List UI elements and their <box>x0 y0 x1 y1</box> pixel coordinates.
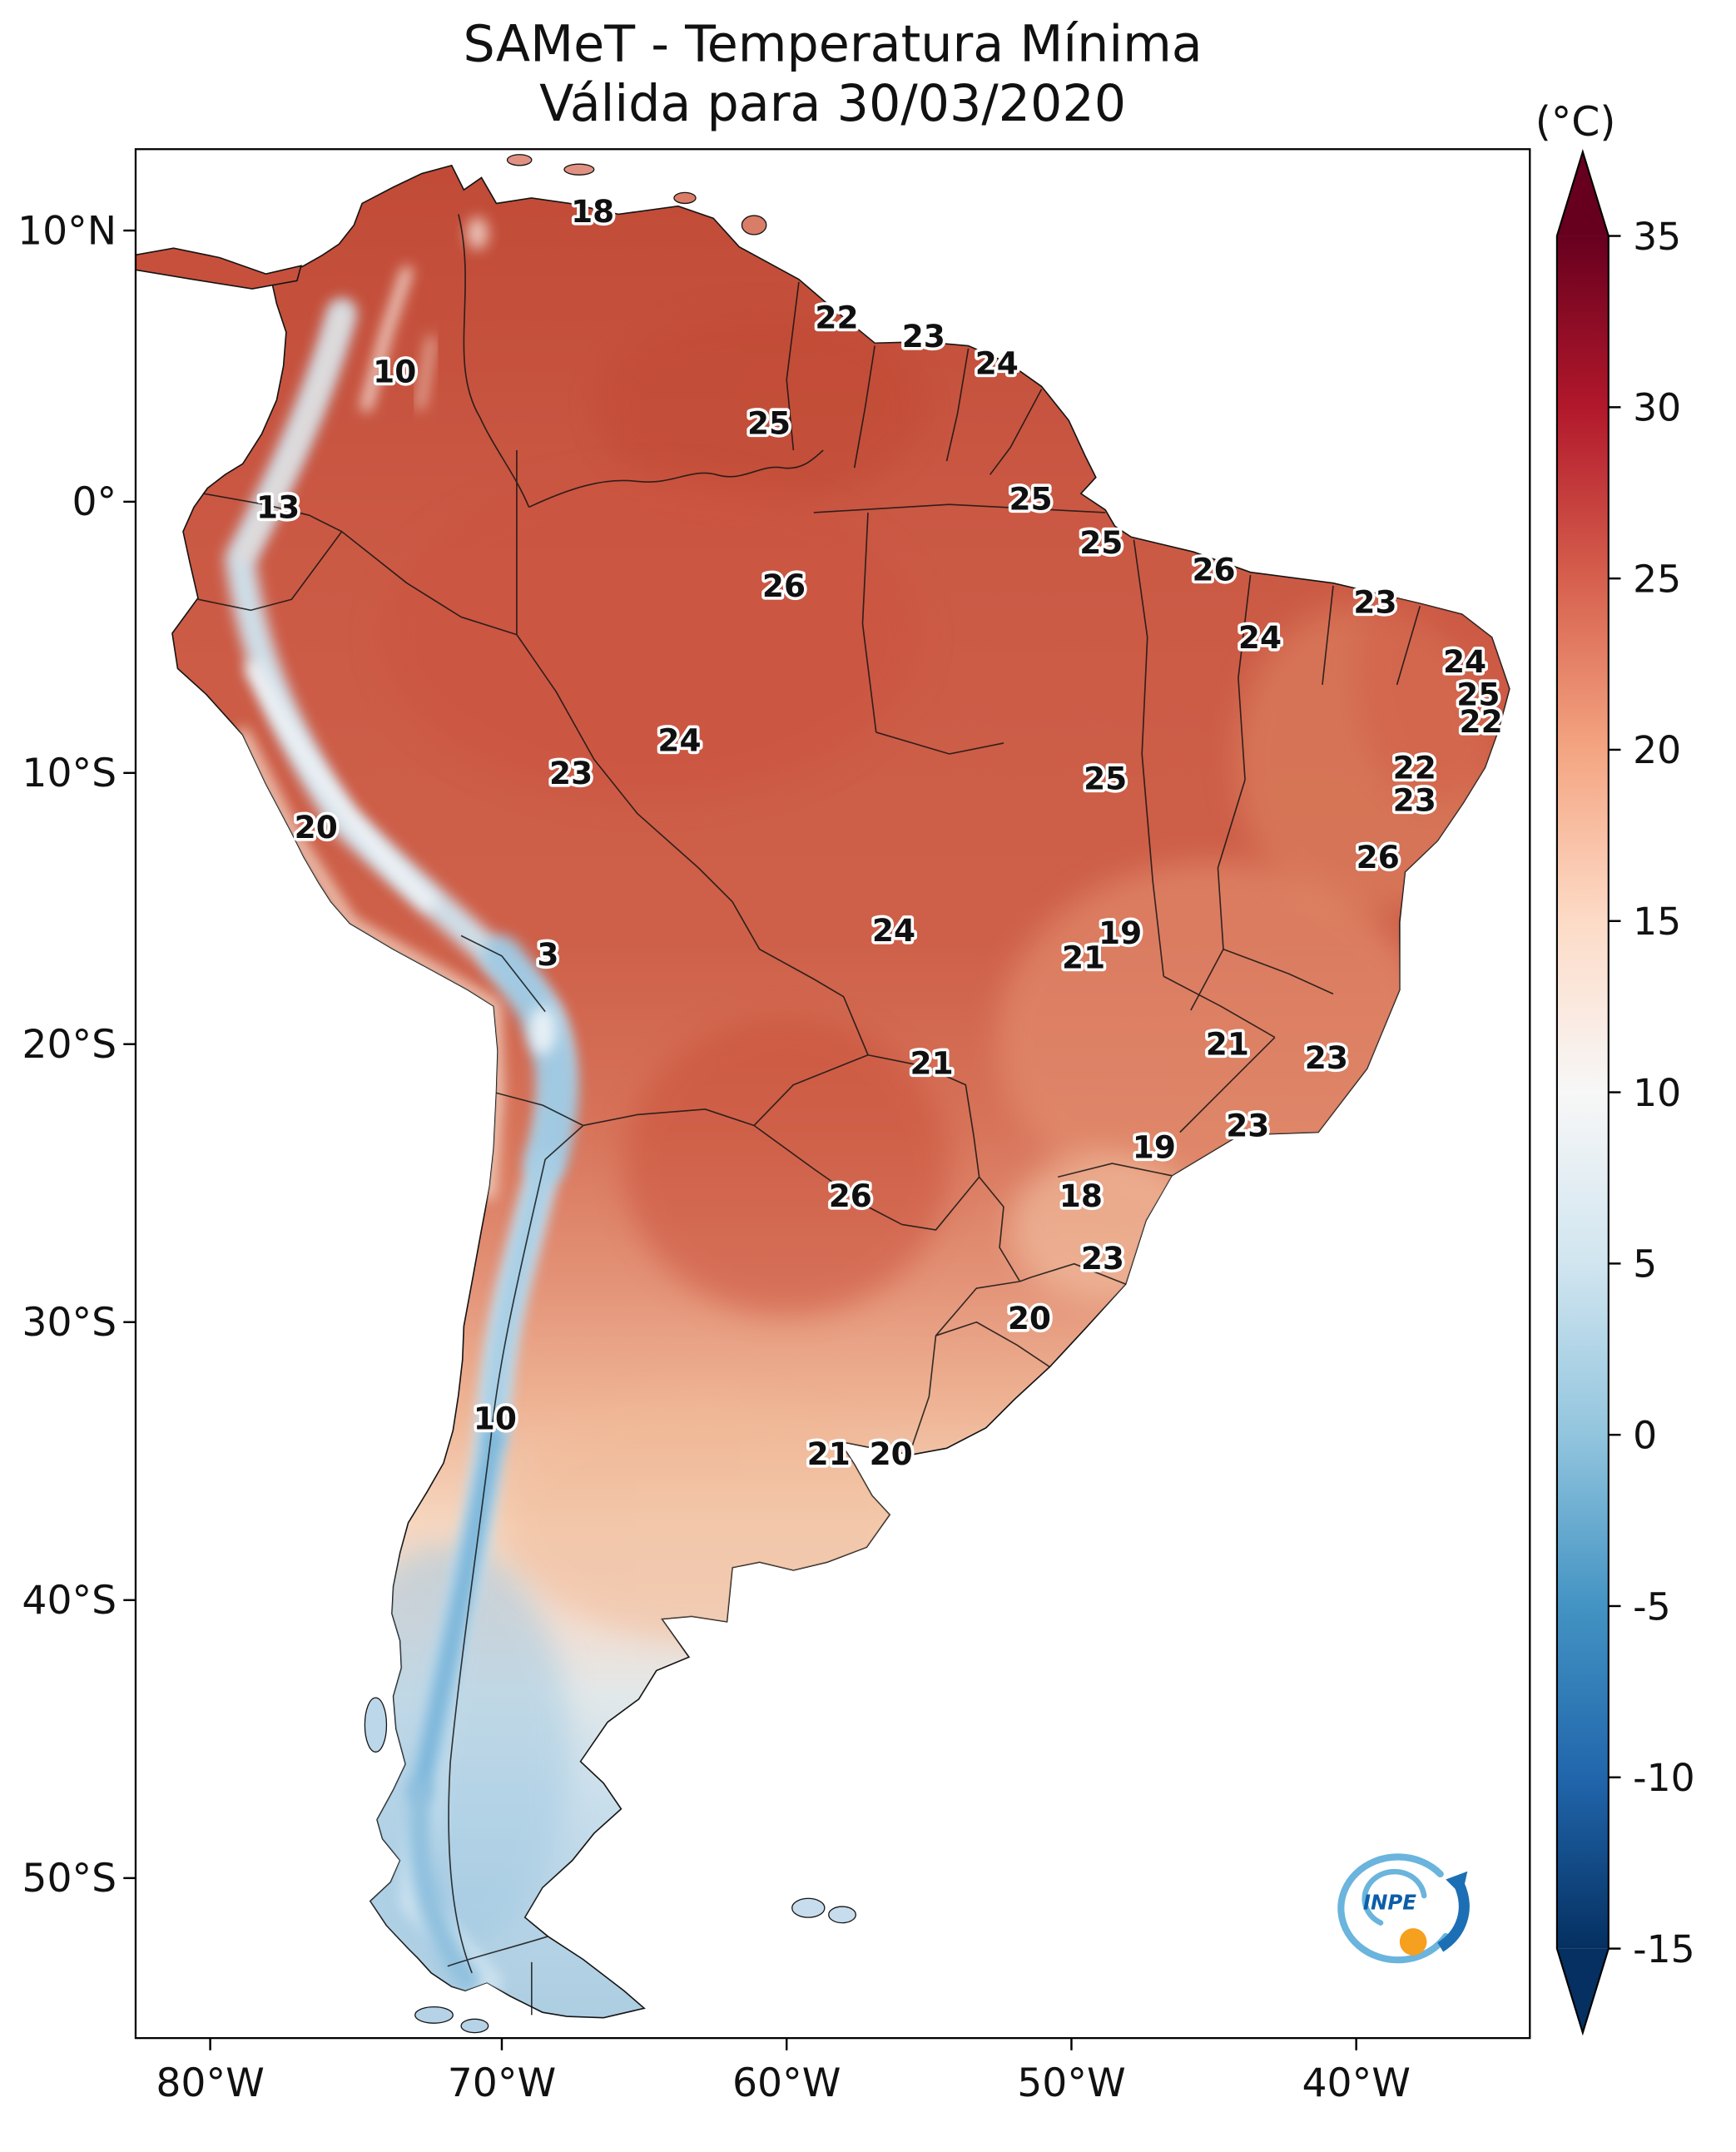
station-temp-label: 21 <box>1206 1026 1249 1063</box>
station-temp-label: 26 <box>1357 839 1400 875</box>
station-temp-label: 23 <box>1305 1039 1348 1076</box>
continent <box>135 154 1510 2034</box>
station-temp-label: 24 <box>1238 619 1282 656</box>
station-temp-label: 22 <box>1393 749 1436 786</box>
station-temp-label: 25 <box>747 404 791 441</box>
station-temp-label: 25 <box>1009 481 1052 518</box>
lat-tick-label: 40°S <box>22 1578 117 1624</box>
logo-text: INPE <box>1363 1890 1416 1914</box>
country-borders <box>197 214 1421 2016</box>
station-temp-label: 20 <box>1008 1300 1051 1336</box>
latitude-axis: 10°N 0° 10°S 20°S 30°S 40°S 50°S <box>17 208 136 1902</box>
station-temp-label: 21 <box>807 1435 851 1472</box>
colorbar-unit-label: (°C) <box>1535 98 1616 146</box>
colorbar-tick-label: 0 <box>1633 1413 1657 1457</box>
station-temp-label: 23 <box>1081 1240 1124 1277</box>
station-temp-label: 19 <box>1099 915 1142 951</box>
colorbar-ticks: 35 30 25 20 15 10 5 0 -5 -10 -15 <box>1608 215 1695 1971</box>
station-temp-label: 10 <box>474 1400 517 1436</box>
station-temp-label: 19 <box>1133 1129 1176 1166</box>
lon-tick-label: 50°W <box>1017 2060 1125 2106</box>
longitude-axis: 80°W 70°W 60°W 50°W 40°W <box>156 2038 1411 2106</box>
colorbar-tick-label: 35 <box>1633 215 1681 259</box>
station-temp-label: 20 <box>295 809 338 845</box>
colorbar-tick-label: 10 <box>1633 1071 1681 1115</box>
station-temp-label: 10 <box>373 354 416 390</box>
logo-swirl-inner <box>1362 1868 1427 1926</box>
map-frame <box>134 148 1531 2040</box>
station-temp-label: 23 <box>902 318 945 355</box>
colorbar-tick-label: 5 <box>1633 1242 1657 1287</box>
colorbar-tick-label: -10 <box>1633 1756 1695 1800</box>
station-temp-label: 26 <box>829 1178 872 1214</box>
station-temp-label: 23 <box>1226 1108 1269 1144</box>
lat-tick-label: 10°N <box>17 208 117 254</box>
station-temp-label: 25 <box>1456 676 1500 712</box>
inpe-logo: INPE <box>1337 1853 1470 1964</box>
logo-arrow-head <box>1446 1871 1468 1897</box>
station-temp-label: 25 <box>1079 524 1123 561</box>
station-temp-label: 26 <box>762 568 806 604</box>
station-temp-label: 23 <box>1393 781 1436 818</box>
falkland-east-island <box>828 1906 856 1924</box>
station-temp-label: 24 <box>872 912 915 949</box>
lon-tick-label: 40°W <box>1302 2060 1410 2106</box>
islands <box>364 154 856 2034</box>
lat-tick-label: 0° <box>72 479 117 525</box>
station-temp-label: 26 <box>1192 551 1235 588</box>
colorbar-arrow-top <box>1556 151 1609 236</box>
map-title-line1: SAMeT - Temperatura Mínima <box>464 15 1203 73</box>
map-title-line2: Válida para 30/03/2020 <box>539 75 1126 133</box>
lat-tick-label: 30°S <box>22 1300 117 1346</box>
lat-tick-label: 20°S <box>22 1022 117 1068</box>
station-temp-label: 18 <box>1059 1178 1103 1214</box>
colorbar: (°C) 35 30 25 20 15 10 5 0 -5 -10 -15 <box>1535 98 1695 2036</box>
lat-tick-label: 10°S <box>22 751 117 796</box>
station-temp-label: 25 <box>1084 760 1127 796</box>
colorbar-tick-label: -15 <box>1633 1927 1695 1971</box>
station-temp-label: 23 <box>1353 584 1396 621</box>
station-temp-label: 21 <box>910 1045 954 1082</box>
station-temp-label: 3 <box>537 936 558 973</box>
colorbar-tick-label: 15 <box>1633 900 1681 944</box>
logo-orange-dot <box>1399 1928 1427 1956</box>
colorbar-gradient-bar <box>1556 236 1609 1949</box>
station-temp-label: 24 <box>975 345 1019 382</box>
station-temp-label: 24 <box>1443 643 1486 680</box>
falkland-west-island <box>791 1897 826 1918</box>
station-temp-label: 13 <box>256 488 300 525</box>
station-temp-label: 22 <box>815 299 858 335</box>
station-temp-label: 18 <box>571 193 614 230</box>
station-temp-label: 23 <box>549 755 593 791</box>
station-temp-label: 22 <box>1460 703 1503 740</box>
colorbar-tick-label: -5 <box>1633 1584 1670 1629</box>
lon-tick-label: 60°W <box>732 2060 841 2106</box>
lat-tick-label: 50°S <box>22 1856 117 1902</box>
logo-swirl-outer <box>1337 1853 1450 1964</box>
colorbar-tick-label: 30 <box>1633 386 1681 430</box>
station-temp-label: 24 <box>657 722 701 759</box>
colorbar-tick-label: 25 <box>1633 557 1681 601</box>
station-temp-label: 20 <box>870 1435 913 1472</box>
station-temp-label: 21 <box>1062 939 1105 975</box>
lon-tick-label: 80°W <box>156 2060 264 2106</box>
colorbar-tick-label: 20 <box>1633 728 1681 772</box>
lon-tick-label: 70°W <box>448 2060 556 2106</box>
colorbar-arrow-bottom <box>1556 1948 1609 2033</box>
